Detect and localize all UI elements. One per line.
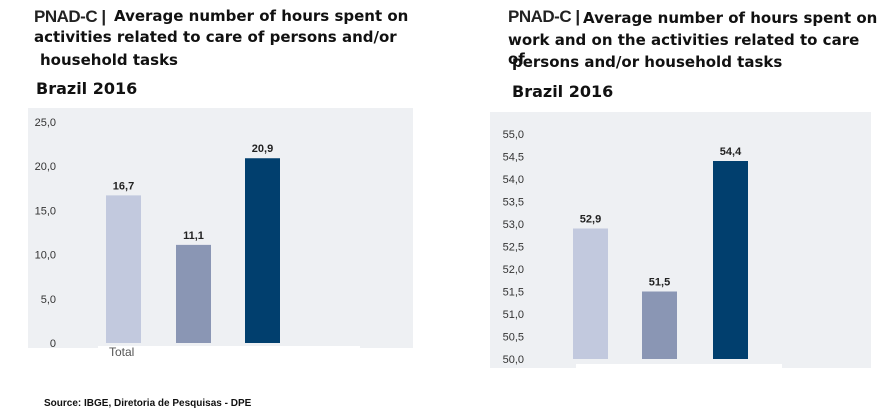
y-tick-label: 25,0 (35, 117, 56, 129)
chart-title-line-2: work and on the activities related to ca… (508, 31, 860, 68)
y-tick-label: 0 (50, 338, 56, 350)
y-tick-label: 55,0 (503, 129, 524, 141)
brand-label: PNAD-C | (508, 7, 580, 26)
bar (176, 244, 211, 343)
chart-title-line-3: persons and/or household tasks (512, 53, 783, 71)
y-tick-label: 51,0 (503, 309, 524, 321)
chart-title-line-2: activities related to care of persons an… (34, 28, 397, 46)
bar (245, 158, 280, 343)
chart-title-line-1: Average number of hours spent on (114, 7, 409, 25)
y-tick-label: 15,0 (35, 205, 56, 217)
y-tick-label: 52,5 (503, 242, 524, 254)
bar (713, 161, 748, 359)
chart-subtitle-year: Brazil 2016 (512, 82, 614, 101)
y-tick-label: 54,0 (503, 174, 524, 186)
bar (106, 195, 141, 343)
right-chart-panel: PNAD-C | Average number of hours spent o… (490, 0, 881, 420)
category-strip (576, 364, 782, 382)
bar-value-label: 54,4 (720, 146, 742, 158)
y-tick-label: 54,5 (503, 152, 524, 164)
bar (642, 291, 677, 359)
y-tick-label: 53,0 (503, 219, 524, 231)
bar (573, 228, 608, 359)
bar-chart-left: 0 5,0 10,0 15,0 20,0 25,0 16,7 11,1 20,9 (35, 117, 280, 350)
y-tick-label: 50,5 (503, 332, 524, 344)
bar-value-label: 11,1 (183, 230, 204, 242)
brand-label: PNAD-C | (34, 7, 106, 26)
y-tick-label: 53,5 (503, 197, 524, 209)
y-tick-label: 20,0 (35, 161, 56, 173)
y-tick-label: 51,5 (503, 287, 524, 299)
y-tick-label: 5,0 (41, 294, 56, 306)
chart-title-line-3: household tasks (40, 51, 178, 69)
y-tick-label: 52,0 (503, 264, 524, 276)
chart-title-line-1: Average number of hours spent on (583, 9, 878, 27)
bar-value-label: 20,9 (252, 143, 273, 155)
category-label-total: Total (109, 345, 135, 359)
source-note: Source: IBGE, Diretoria de Pesquisas - D… (44, 398, 252, 409)
plot-background (490, 112, 871, 368)
y-tick-label: 50,0 (503, 354, 524, 366)
chart-subtitle-year: Brazil 2016 (36, 79, 138, 98)
plot-background (28, 108, 413, 348)
bar-value-label: 51,5 (649, 277, 670, 289)
footer-strip (490, 390, 722, 416)
left-chart-panel: PNAD-C | Average number of hours spent o… (0, 0, 440, 420)
y-tick-label: 10,0 (35, 250, 56, 262)
bar-chart-right: 50,0 50,5 51,0 51,5 52,0 52,5 53,0 53,5 54,0 54,5… (503, 129, 748, 366)
category-strip (98, 346, 360, 380)
bar-value-label: 16,7 (113, 180, 134, 192)
bar-value-label: 52,9 (580, 214, 601, 226)
